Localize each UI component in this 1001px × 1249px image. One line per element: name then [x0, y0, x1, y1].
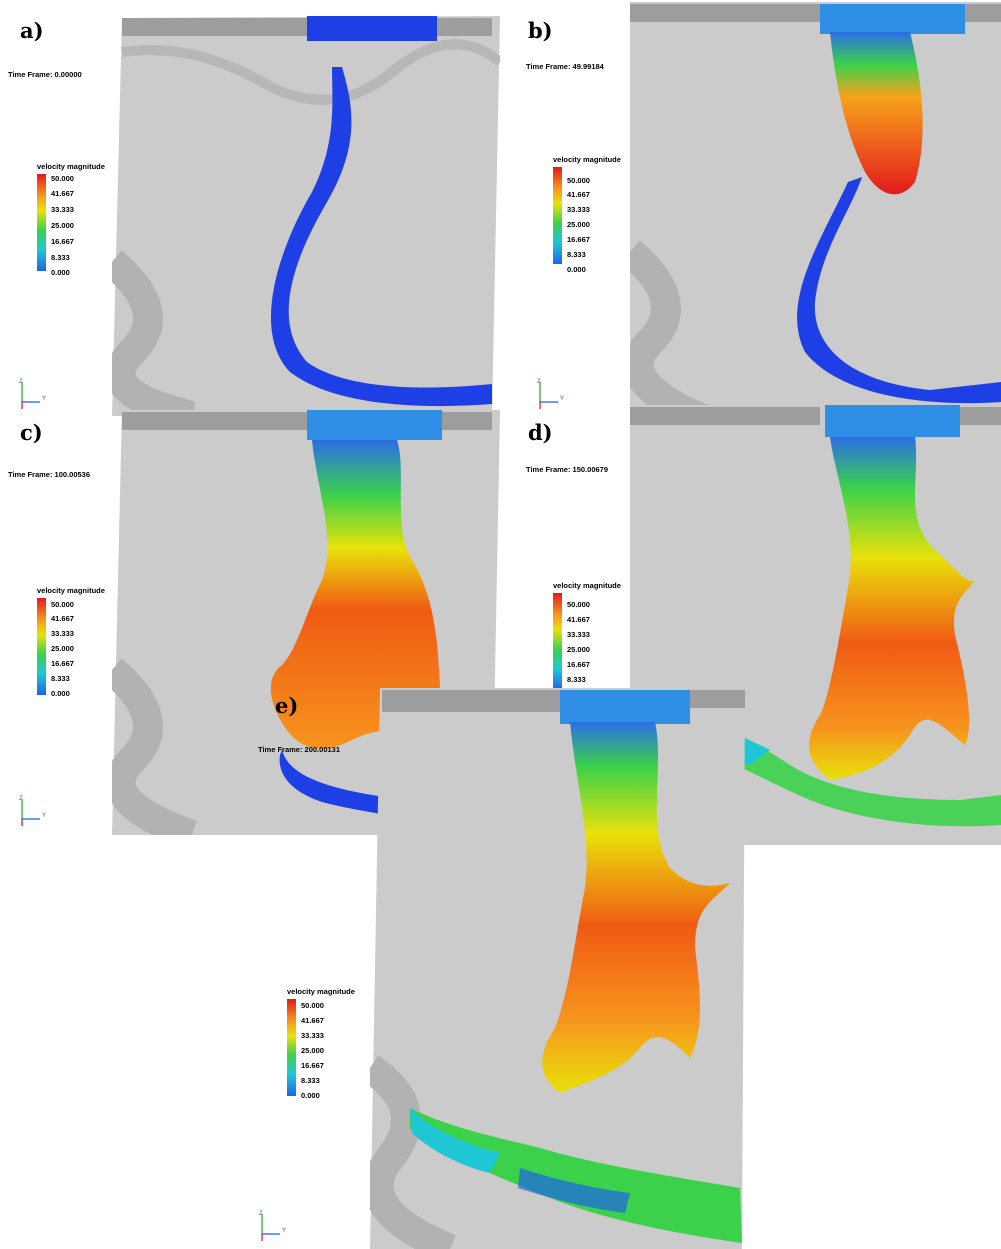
time-frame-label: Time Frame: 150.00679 — [526, 465, 608, 474]
legend-tick: 0.000 — [51, 268, 70, 277]
axes-triad-icon: Z Y — [19, 379, 46, 409]
legend-tick: 16.667 — [51, 237, 74, 246]
legend-tick: 25.000 — [567, 220, 590, 229]
colorbar — [37, 174, 46, 271]
panel-e: e) Time Frame: 200.00131 velocity magnit… — [250, 685, 750, 1249]
colorbar — [37, 598, 46, 695]
panel-b: b) Time Frame: 49.99184 velocity magnitu… — [500, 0, 1001, 422]
legend-tick: 25.000 — [51, 221, 74, 230]
legend-tick: 16.667 — [567, 235, 590, 244]
axes-triad-icon: Z Y — [19, 796, 46, 826]
axis-y-label: Y — [42, 813, 46, 819]
colorbar — [287, 999, 296, 1096]
time-frame-label: Time Frame: 0.00000 — [8, 70, 82, 79]
panel-label: d) — [528, 420, 553, 445]
legend-tick: 41.667 — [567, 615, 590, 624]
panel-label: a) — [20, 18, 44, 43]
legend-tick: 8.333 — [301, 1076, 320, 1085]
axis-z-label: Z — [259, 1211, 263, 1217]
colorbar — [553, 167, 562, 264]
legend-title: velocity magnitude — [287, 987, 355, 996]
legend-tick: 0.000 — [301, 1091, 320, 1100]
velocity-legend: velocity magnitude 50.000 41.667 33.333 … — [551, 155, 641, 285]
axis-y-label: Y — [282, 1228, 286, 1234]
legend-tick: 41.667 — [301, 1016, 324, 1025]
legend-title: velocity magnitude — [37, 586, 105, 595]
legend-tick: 33.333 — [51, 629, 74, 638]
panel-label: c) — [20, 420, 43, 445]
axes-triad-icon: Z Y — [537, 379, 564, 409]
legend-tick: 33.333 — [567, 630, 590, 639]
legend-title: velocity magnitude — [37, 162, 105, 171]
axis-z-label: Z — [19, 796, 23, 802]
time-frame-label: Time Frame: 200.00131 — [258, 745, 340, 754]
legend-tick: 33.333 — [301, 1031, 324, 1040]
axes-triad-icon: Z Y — [259, 1211, 286, 1241]
panel-label: e) — [275, 693, 299, 718]
axis-z-label: Z — [537, 379, 541, 385]
axis-y-label: Y — [42, 396, 46, 402]
legend-tick: 0.000 — [51, 689, 70, 698]
legend-tick: 8.333 — [567, 675, 586, 684]
simulation-scene — [630, 2, 1001, 422]
legend-tick: 50.000 — [51, 174, 74, 183]
axis-y-label: Y — [560, 396, 564, 402]
legend-tick: 25.000 — [301, 1046, 324, 1055]
legend-tick: 25.000 — [567, 645, 590, 654]
time-frame-label: Time Frame: 100.00536 — [8, 470, 90, 479]
legend-tick: 8.333 — [567, 250, 586, 259]
simulation-scene — [112, 12, 500, 416]
legend-tick: 50.000 — [301, 1001, 324, 1010]
legend-title: velocity magnitude — [553, 155, 621, 164]
panel-a: a) Time Frame: 0.00000 velocity magnitud… — [0, 0, 500, 416]
legend-tick: 16.667 — [567, 660, 590, 669]
legend-tick: 33.333 — [51, 205, 74, 214]
time-frame-label: Time Frame: 49.99184 — [526, 62, 604, 71]
legend-tick: 0.000 — [567, 265, 586, 274]
legend-tick: 41.667 — [51, 614, 74, 623]
colorbar — [553, 593, 562, 690]
legend-tick: 25.000 — [51, 644, 74, 653]
legend-title: velocity magnitude — [553, 581, 621, 590]
velocity-legend: velocity magnitude 50.000 41.667 33.333 … — [285, 987, 375, 1117]
velocity-legend: velocity magnitude 50.000 41.667 33.333 … — [35, 162, 125, 292]
legend-tick: 8.333 — [51, 253, 70, 262]
legend-tick: 8.333 — [51, 674, 70, 683]
velocity-legend: velocity magnitude 50.000 41.667 33.333 … — [35, 586, 125, 716]
panel-label: b) — [528, 18, 553, 43]
legend-tick: 50.000 — [567, 600, 590, 609]
legend-tick: 50.000 — [51, 600, 74, 609]
axis-z-label: Z — [19, 379, 23, 385]
legend-tick: 16.667 — [51, 659, 74, 668]
legend-tick: 41.667 — [567, 190, 590, 199]
simulation-scene — [370, 688, 750, 1249]
legend-tick: 41.667 — [51, 189, 74, 198]
legend-tick: 50.000 — [567, 176, 590, 185]
legend-tick: 16.667 — [301, 1061, 324, 1070]
legend-tick: 33.333 — [567, 205, 590, 214]
